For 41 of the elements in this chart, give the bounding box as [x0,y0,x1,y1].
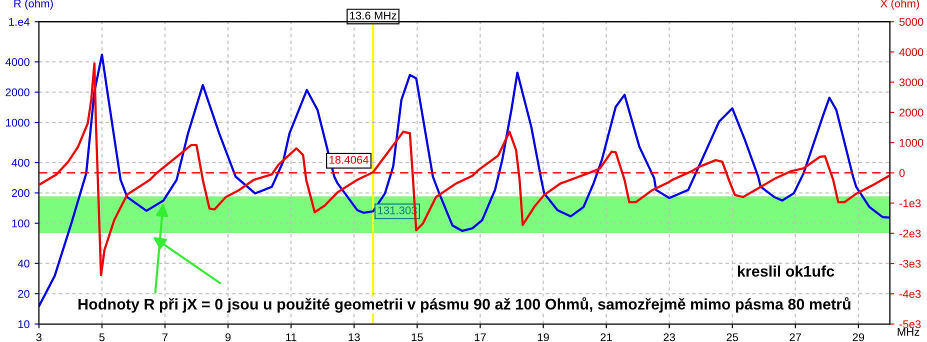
y2-tick-label: 2000 [900,108,924,117]
y2-tick-label: -3e3 [899,260,921,268]
y-tick-label: 1000 [6,118,30,127]
x-tick-label: 5 [99,333,105,342]
y2-tick-label: 0 [899,169,905,177]
x-axis-title: MHz [898,328,920,336]
y-tick-label: 40 [18,260,30,268]
x-tick-label: 27 [790,333,801,342]
x-tick-label: 23 [664,333,675,342]
x-tick-label: 15 [412,333,423,342]
annotation: kreslil ok1ufc [738,266,834,277]
y2-tick-label: 3000 [899,78,924,86]
x-tick-label: 9 [225,333,231,342]
y-tick-label: 400 [12,158,30,167]
y2-tick-label: 5000 [899,18,924,26]
y-tick-label: 2000 [6,88,30,96]
line-series [38,62,890,276]
x-tick-label: 3 [36,333,42,342]
x-tick-label: 21 [600,333,612,342]
y2-tick-label: -5e3 [899,320,921,328]
annotation: 18.4064 [330,156,369,164]
y-tick-label: 100 [12,220,30,228]
y2-tick-label: -1e3 [899,199,921,208]
x-tick-label: 25 [726,333,738,342]
y-tick-label: 10 [18,320,30,328]
x-tick-label: 7 [162,333,168,342]
y2-tick-label: -2e3 [899,230,921,238]
y-tick-label: 200 [12,189,30,198]
ref-line-label: 13.6 MHz [350,12,396,20]
x-tick-label: 13 [348,333,360,342]
annotation: Hodnoty R při jX = 0 jsou u použité geometrii v pásmu 90 až 100 Ohmů, samozřejmě mimo pásma 80 metrů [78,297,850,313]
y2-tick-label: -4e3 [899,290,921,298]
y2-tick-label: 1000 [900,138,924,147]
x-tick-label: 19 [538,333,549,342]
y-tick-label: 20 [18,290,30,298]
y-tick-label: 1.e4 [9,18,30,26]
y2-tick-label: 4000 [899,48,924,56]
x-tick-label: 11 [286,333,296,342]
y-tick-label: 4000 [5,58,30,66]
x-tick-label: 17 [474,333,486,342]
x-tick-label: 29 [852,333,864,342]
